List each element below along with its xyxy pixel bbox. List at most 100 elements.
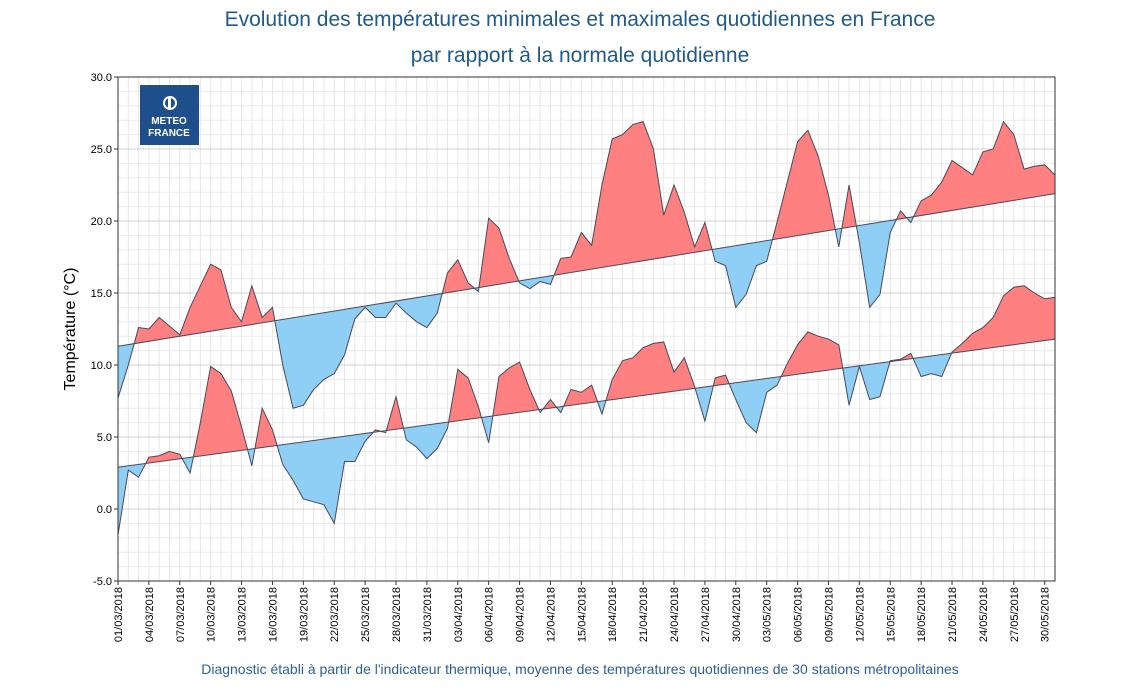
tmax-anomaly-fill [982,148,994,206]
y-tick-label: 25.0 [91,144,112,156]
tmin-anomaly-fill [807,331,819,374]
x-tick-label: 01/03/2018 [113,587,125,642]
tmin-anomaly-fill [1003,286,1015,347]
x-tick-label: 18/04/2018 [607,587,619,642]
tmin-anomaly-fill [817,335,829,372]
tmin-anomaly-fill [653,341,665,395]
x-tick-label: 22/03/2018 [329,587,341,642]
tmin-anomaly-fill [220,372,232,454]
tmax-anomaly-fill [426,293,438,329]
tmax-anomaly-fill [138,327,150,344]
x-tick-label: 16/03/2018 [267,587,279,642]
x-tick-label: 31/03/2018 [422,587,434,642]
y-axis-ticks: 30.0 25.0 20.0 15.0 10.0 5.0 0.0 -5.0 [91,72,118,588]
x-tick-label: 18/05/2018 [916,587,928,642]
tmax-anomaly-fill [498,228,510,285]
tmin-anomaly-fill [354,433,366,462]
tmax-anomaly-fill [632,121,644,263]
y-tick-label: 5.0 [97,432,112,444]
y-tick-label: 20.0 [91,216,112,228]
tmax-anomaly-fill [745,241,757,295]
tmax-anomaly-fill [447,259,459,293]
tmin-anomaly-fill [766,376,778,393]
tmax-anomaly-fill [313,312,325,391]
tmin-anomaly-fill [210,365,222,455]
grid-lines [117,76,1056,582]
tmax-anomaly-fill [776,182,788,240]
x-tick-label: 12/04/2018 [545,587,557,642]
x-tick-label: 06/05/2018 [793,587,805,642]
tmax-anomaly-fill [714,246,726,267]
x-tick-label: 27/04/2018 [700,587,712,642]
x-tick-label: 25/03/2018 [360,587,372,642]
tmax-anomaly-fill [673,184,685,257]
tmin-anomaly-fill [323,437,335,524]
tmin-anomaly-fill [920,355,932,377]
x-tick-label: 09/04/2018 [515,587,527,642]
x-tick-label: 24/04/2018 [669,587,681,642]
tmin-anomaly-fill [261,408,273,448]
tmax-anomaly-fill [725,245,737,308]
tmin-anomaly-fill [1034,292,1046,343]
y-axis-label: Température (°C) [62,268,79,391]
series-lines [117,120,1056,535]
tmax-anomaly-fill [406,297,417,323]
tmin-anomaly-fill [642,342,654,396]
tmin-anomaly-fill [992,295,1004,348]
tmin-anomaly-fill [632,347,644,398]
tmin-anomaly-fill [313,438,325,506]
tmin-anomaly-fill [869,362,881,400]
tmin-anomaly-fill [611,360,623,400]
tmax-observed-line [117,120,1056,409]
x-tick-label: 21/04/2018 [638,587,650,642]
logo-text-line1: METEO [151,116,187,127]
meteo-france-logo: METEO FRANCE [140,85,199,145]
tmin-anomaly-fill [581,384,592,405]
tmin-anomaly-fill [282,442,294,482]
tmax-anomaly-fill [148,316,160,342]
tmax-anomaly-fill [817,156,829,233]
chart-title: Evolution des températures minimales et … [224,8,936,31]
x-tick-label: 06/04/2018 [484,587,496,642]
tmax-anomaly-fill [158,316,170,340]
tmax-normal-line [117,193,1056,347]
tmax-anomaly-fill [642,121,654,262]
tmax-anomaly-fill [601,138,613,268]
x-tick-label: 15/04/2018 [576,587,588,642]
tmax-anomaly-fill [735,243,747,309]
y-tick-label: -5.0 [93,576,112,588]
tmax-anomaly-fill [869,221,881,309]
tmax-anomaly-fill [622,123,634,265]
y-tick-label: 15.0 [91,288,112,300]
tmin-anomaly-fill [1013,285,1025,346]
tmin-anomaly-fill [1044,296,1056,341]
tmax-anomaly-fill [560,256,572,275]
tmax-anomaly-fill [972,151,984,208]
tmax-anomaly-fill [663,184,675,258]
tmin-anomaly-fill [344,434,356,462]
tmin-anomaly-fill [673,356,685,392]
plot-frame [117,76,1056,582]
y-tick-label: 30.0 [91,72,112,84]
x-tick-label: 09/05/2018 [823,587,835,642]
tmax-anomaly-fill [292,315,304,409]
tmin-observed-line [117,285,1056,535]
tmin-anomaly-fill [519,362,531,413]
x-tick-label: 30/05/2018 [1040,587,1052,642]
x-tick-label: 15/05/2018 [885,587,897,642]
tmax-anomaly-fill [210,263,222,332]
tmin-anomaly-fill [1023,285,1035,344]
tmin-anomaly-fill [622,357,634,399]
x-tick-label: 03/04/2018 [453,587,465,642]
tmax-anomaly-fill [1003,120,1015,203]
tmax-anomaly-fill [951,159,963,211]
x-tick-label: 04/03/2018 [144,587,156,642]
tmax-anomaly-fill [488,217,500,287]
tmin-anomaly-fill [467,377,479,420]
y-tick-label: 10.0 [91,360,112,372]
chart-subtitle: par rapport à la normale quotidienne [410,44,750,67]
x-tick-label: 19/03/2018 [298,587,310,642]
tmin-anomaly-fill [756,378,767,433]
tmax-anomaly-fill [807,130,819,235]
y-tick-label: 0.0 [97,504,112,516]
